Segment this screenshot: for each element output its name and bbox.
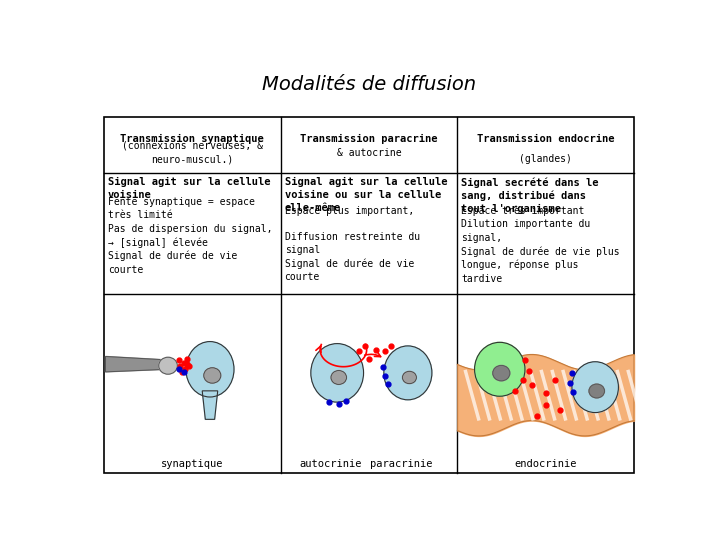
- Ellipse shape: [204, 368, 221, 383]
- Text: Espace très important
Dilution importante du
signal,
Signal de durée de vie plus: Espace très important Dilution important…: [462, 206, 620, 284]
- Text: Fente synaptique = espace
très limité
Pas de dispersion du signal,
→ [signal] él: Fente synaptique = espace très limité Pa…: [108, 197, 272, 275]
- Text: autocrinie: autocrinie: [299, 459, 361, 469]
- Text: (glandes): (glandes): [519, 141, 572, 164]
- Text: Signal secrété dans le
sang, distribué dans
tout l'organisme: Signal secrété dans le sang, distribué d…: [462, 177, 599, 214]
- Ellipse shape: [331, 370, 346, 384]
- Polygon shape: [202, 391, 217, 420]
- Text: Modalités de diffusion: Modalités de diffusion: [262, 75, 476, 94]
- Text: endocrinie: endocrinie: [515, 459, 577, 469]
- Text: Transmission paracrine: Transmission paracrine: [300, 134, 438, 144]
- Text: (connexions nerveuses, &
neuro-muscul.): (connexions nerveuses, & neuro-muscul.): [122, 141, 263, 164]
- Polygon shape: [106, 356, 161, 372]
- Text: synaptique: synaptique: [161, 459, 223, 469]
- Ellipse shape: [474, 342, 525, 396]
- Ellipse shape: [384, 346, 432, 400]
- Text: paracrinie: paracrinie: [369, 459, 432, 469]
- Text: Signal agit sur la cellule
voisine: Signal agit sur la cellule voisine: [108, 177, 270, 200]
- Ellipse shape: [402, 372, 416, 383]
- Ellipse shape: [186, 342, 234, 397]
- Text: Espace plus important,

Diffusion restreinte du
signal
Signal de durée de vie
co: Espace plus important, Diffusion restrei…: [284, 206, 420, 282]
- Text: Transmission synaptique: Transmission synaptique: [120, 134, 264, 144]
- Bar: [104, 117, 634, 473]
- Text: & autocrine: & autocrine: [337, 147, 401, 158]
- Ellipse shape: [158, 357, 177, 374]
- Ellipse shape: [589, 384, 605, 398]
- Text: Transmission endocrine: Transmission endocrine: [477, 134, 614, 144]
- Ellipse shape: [311, 343, 364, 402]
- Ellipse shape: [492, 366, 510, 381]
- Text: Signal agit sur la cellule
voisine ou sur la cellule
elle-même: Signal agit sur la cellule voisine ou su…: [284, 177, 447, 213]
- Ellipse shape: [572, 362, 618, 413]
